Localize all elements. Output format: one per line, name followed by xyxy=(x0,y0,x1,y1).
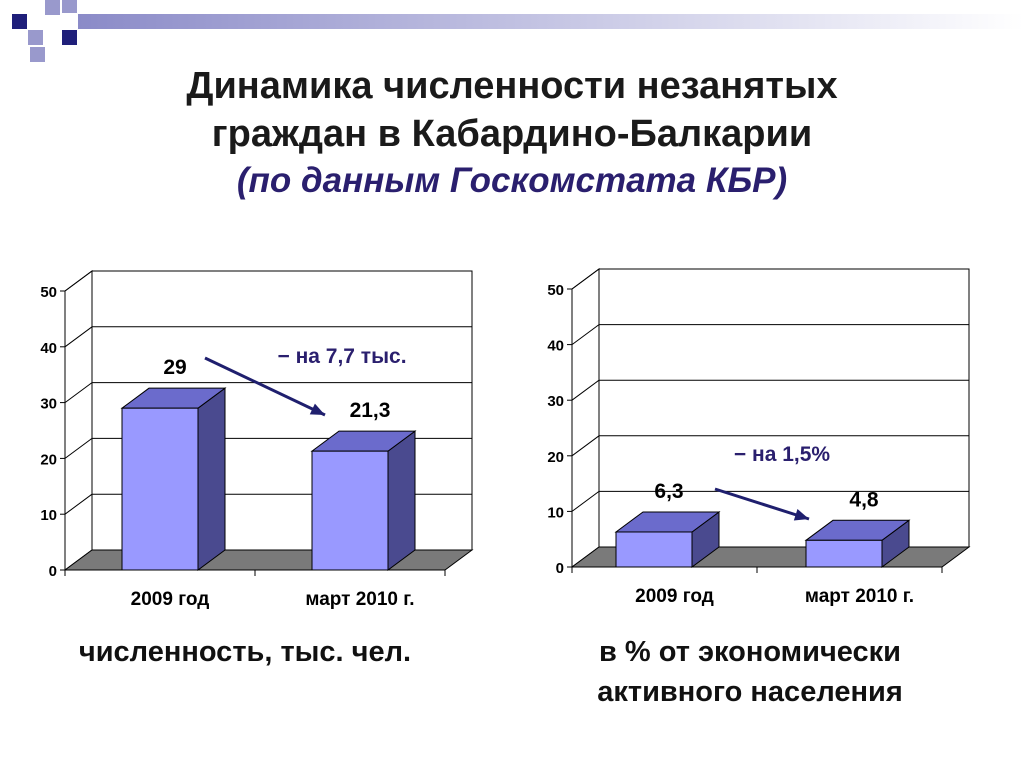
y-tick-label: 50 xyxy=(547,282,564,299)
gridline-side xyxy=(571,268,600,290)
chart-side-wall xyxy=(571,268,600,568)
bar xyxy=(311,450,389,571)
gridline-side xyxy=(64,437,93,459)
y-tick-label: 40 xyxy=(40,340,57,357)
corner-decoration xyxy=(12,0,1024,62)
data-label: 29 xyxy=(163,356,186,379)
gridline-side xyxy=(64,270,93,292)
caption-right-line-2: активного населения xyxy=(597,676,903,708)
decor-square xyxy=(12,14,27,29)
gridline-side xyxy=(571,324,600,346)
category-label: 2009 год xyxy=(131,589,210,610)
decor-square xyxy=(62,0,77,13)
title-line-1: Динамика численности незанятых xyxy=(186,65,838,107)
caption-right: в % от экономически активного населения xyxy=(540,632,960,712)
data-label: 4,8 xyxy=(849,488,879,511)
gridline-side xyxy=(64,326,93,348)
trend-arrow-head xyxy=(309,403,325,415)
trend-arrow-head xyxy=(793,509,809,521)
category-label: 2009 год xyxy=(635,586,714,607)
trend-arrow-shaft xyxy=(204,356,326,417)
slide-title: Динамика численности незанятых граждан в… xyxy=(0,62,1024,204)
data-label: 21,3 xyxy=(350,399,391,422)
chart-back-wall xyxy=(598,268,970,548)
bar xyxy=(121,407,199,571)
bar xyxy=(805,539,883,568)
gridline-side xyxy=(64,493,93,515)
decor-square xyxy=(28,30,43,45)
bar-side xyxy=(387,430,416,571)
caption-left-text: численность, тыс. чел. xyxy=(78,636,412,668)
header-band xyxy=(78,14,1024,29)
chart-unemployed-percent: 0 10 20 30 40 50 6,3 2009 год 4,8 март 2010 г. − н… xyxy=(547,268,971,607)
decor-square xyxy=(62,30,77,45)
y-tick-label: 30 xyxy=(40,396,57,413)
data-label: 6,3 xyxy=(654,480,683,503)
bar xyxy=(615,531,693,568)
decor-square xyxy=(45,0,60,15)
gridline-side xyxy=(571,379,600,401)
decor-square xyxy=(30,47,45,62)
chart-side-wall xyxy=(64,270,93,571)
y-tick-label: 10 xyxy=(547,504,564,521)
y-tick-label: 0 xyxy=(49,563,57,580)
caption-right-line-1: в % от экономически xyxy=(598,636,902,668)
y-tick-label: 30 xyxy=(547,393,564,410)
y-tick-label: 10 xyxy=(40,507,57,524)
category-label: март 2010 г. xyxy=(805,586,914,607)
gridline-side xyxy=(571,490,600,512)
y-tick-label: 0 xyxy=(556,560,564,577)
change-annotation: − на 1,5% xyxy=(734,443,830,466)
trend-arrow-shaft xyxy=(714,487,810,521)
caption-left: численность, тыс. чел. xyxy=(30,632,460,672)
gridline-side xyxy=(64,382,93,404)
y-tick-label: 20 xyxy=(547,449,564,466)
bar-side xyxy=(197,387,226,571)
chart-unemployed-count: 0 10 20 30 40 50 29 2009 год 21,3 март 2010 г. − н… xyxy=(40,270,474,610)
category-label: март 2010 г. xyxy=(305,589,414,610)
title-subtitle: (по данным Госкомстата КБР) xyxy=(236,161,788,200)
y-tick-label: 20 xyxy=(40,451,57,468)
title-line-2: граждан в Кабардино-Балкарии xyxy=(211,113,813,155)
y-tick-label: 40 xyxy=(547,338,564,355)
y-tick-label: 50 xyxy=(40,284,57,301)
change-annotation: − на 7,7 тыс. xyxy=(277,345,406,368)
gridline-side xyxy=(571,435,600,457)
